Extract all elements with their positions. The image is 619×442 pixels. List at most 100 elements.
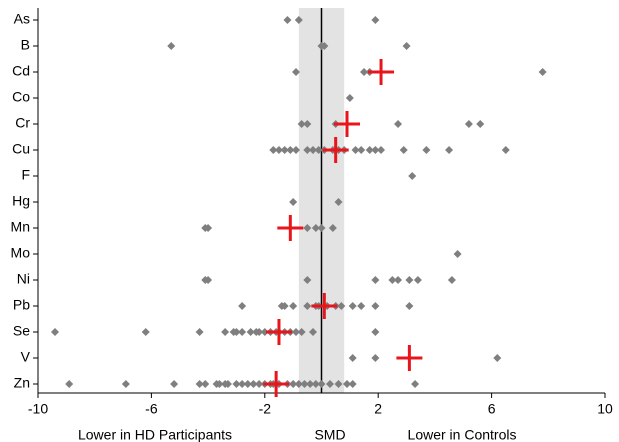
study-point bbox=[365, 146, 374, 154]
study-point bbox=[314, 146, 323, 154]
study-point bbox=[294, 380, 303, 388]
y-tick-label: Co bbox=[12, 89, 30, 105]
study-point bbox=[289, 380, 298, 388]
study-point bbox=[371, 276, 380, 284]
study-point bbox=[453, 250, 462, 258]
study-point bbox=[246, 328, 255, 336]
study-point bbox=[334, 198, 343, 206]
study-point bbox=[141, 328, 150, 336]
y-tick-label: B bbox=[21, 37, 30, 53]
study-point bbox=[260, 328, 269, 336]
study-point bbox=[371, 302, 380, 310]
study-point bbox=[232, 380, 241, 388]
pooled-estimate bbox=[334, 111, 361, 137]
pooled-estimate bbox=[322, 137, 349, 163]
study-point bbox=[348, 380, 357, 388]
study-point bbox=[243, 380, 252, 388]
study-point bbox=[204, 224, 213, 232]
y-tick-label: As bbox=[14, 11, 30, 27]
y-tick-label: Cd bbox=[12, 63, 30, 79]
study-point bbox=[311, 224, 320, 232]
study-point bbox=[360, 68, 369, 76]
study-point bbox=[269, 146, 278, 154]
study-point bbox=[328, 224, 337, 232]
study-point bbox=[388, 276, 397, 284]
study-point bbox=[371, 328, 380, 336]
study-point bbox=[413, 276, 422, 284]
y-tick-label: Mn bbox=[11, 219, 30, 235]
x-label-right: Lower in Controls bbox=[408, 427, 517, 442]
study-point bbox=[311, 380, 320, 388]
study-point bbox=[399, 146, 408, 154]
study-point bbox=[255, 380, 264, 388]
study-point bbox=[493, 354, 502, 362]
study-point bbox=[306, 380, 315, 388]
x-label: SMD bbox=[314, 427, 345, 442]
study-point bbox=[408, 172, 417, 180]
study-point bbox=[215, 380, 224, 388]
study-point bbox=[303, 146, 312, 154]
study-point bbox=[238, 302, 247, 310]
y-tick-label: Hg bbox=[12, 193, 30, 209]
study-point bbox=[476, 120, 485, 128]
y-tick-label: Zn bbox=[14, 375, 30, 391]
study-point bbox=[371, 146, 380, 154]
y-tick-label: V bbox=[21, 349, 31, 365]
x-tick-label: 6 bbox=[488, 401, 496, 417]
study-point bbox=[297, 328, 306, 336]
study-point bbox=[297, 120, 306, 128]
study-point bbox=[348, 354, 357, 362]
study-point bbox=[303, 302, 312, 310]
study-point bbox=[402, 42, 411, 50]
study-point bbox=[501, 146, 510, 154]
study-point bbox=[394, 120, 403, 128]
study-point bbox=[308, 328, 317, 336]
study-point bbox=[280, 146, 289, 154]
study-point bbox=[51, 328, 60, 336]
study-point bbox=[289, 198, 298, 206]
pooled-estimate bbox=[263, 371, 290, 397]
pooled-estimate bbox=[396, 345, 423, 371]
study-point bbox=[345, 94, 354, 102]
study-point bbox=[255, 328, 264, 336]
x-tick-label: 2 bbox=[374, 401, 382, 417]
study-point bbox=[308, 146, 317, 154]
study-point bbox=[394, 276, 403, 284]
study-point bbox=[291, 68, 300, 76]
study-point bbox=[405, 302, 414, 310]
study-point bbox=[204, 276, 213, 284]
study-point bbox=[303, 224, 312, 232]
study-point bbox=[274, 146, 283, 154]
study-point bbox=[317, 224, 326, 232]
study-point bbox=[538, 68, 547, 76]
study-point bbox=[201, 380, 210, 388]
y-tick-label: F bbox=[21, 167, 30, 183]
y-tick-label: Mo bbox=[11, 245, 31, 261]
study-point bbox=[343, 380, 352, 388]
study-point bbox=[334, 380, 343, 388]
study-point bbox=[238, 328, 247, 336]
study-point bbox=[291, 146, 300, 154]
y-tick-label: Pb bbox=[13, 297, 30, 313]
x-tick-label: -2 bbox=[259, 401, 272, 417]
study-point bbox=[249, 380, 258, 388]
x-tick-label: -10 bbox=[28, 401, 48, 417]
study-point bbox=[65, 380, 74, 388]
study-point bbox=[170, 380, 179, 388]
x-tick-label: -6 bbox=[145, 401, 158, 417]
study-point bbox=[167, 42, 176, 50]
study-point bbox=[238, 380, 247, 388]
study-point bbox=[283, 16, 292, 24]
y-tick-label: Ni bbox=[17, 271, 30, 287]
pooled-estimate bbox=[368, 59, 395, 85]
study-point bbox=[286, 146, 295, 154]
study-point bbox=[326, 380, 335, 388]
study-point bbox=[337, 302, 346, 310]
y-tick-label: Cu bbox=[12, 141, 30, 157]
study-point bbox=[405, 276, 414, 284]
study-point bbox=[195, 380, 204, 388]
study-point bbox=[221, 328, 230, 336]
study-point bbox=[320, 42, 329, 50]
y-tick-label: Cr bbox=[15, 115, 30, 131]
